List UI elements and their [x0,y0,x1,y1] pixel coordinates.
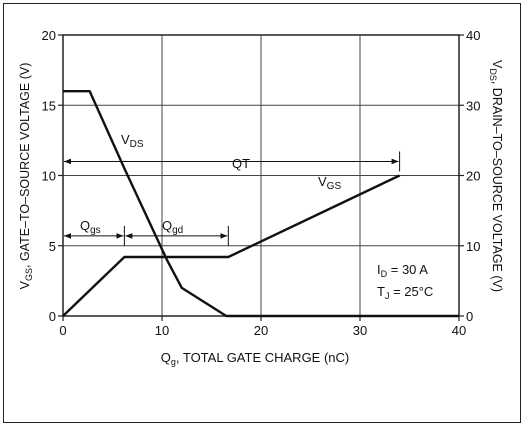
y-left-tick-label: 10 [42,169,56,184]
qgs-label: Qgs [80,218,101,236]
y-right-tick-label: 40 [466,28,480,43]
y-left-tick-label: 5 [49,239,56,254]
y-left-tick-label: 0 [49,309,56,324]
y-left-tick-label: 15 [42,98,56,113]
y-right-tick-label: 0 [466,309,473,324]
qgd-label: Qgd [162,218,183,236]
x-tick-label: 0 [59,323,66,338]
x-axis-label: Qg, TOTAL GATE CHARGE (nC) [161,350,350,367]
x-tick-label: 10 [155,323,169,338]
y-right-axis-label: VDS, DRAIN–TO–SOURCE VOLTAGE (V) [488,60,504,292]
x-tick-label: 30 [353,323,367,338]
vgs-series-label: VGS [318,174,341,192]
tj-condition-label: TJ = 25°C [377,284,433,301]
qt-label: QT [232,156,250,171]
y-left-axis-label: VGS, GATE–TO–SOURCE VOLTAGE (V) [18,63,34,290]
vgs-series-line [62,174,401,317]
vds-series-line [63,89,459,318]
y-left-tick-label: 20 [42,28,56,43]
x-tick-label: 40 [452,323,466,338]
chart-frame [3,3,521,423]
id-condition-label: ID = 30 A [377,262,428,279]
series [62,89,459,318]
y-right-tick-label: 30 [466,98,480,113]
y-right-tick-label: 10 [466,239,480,254]
annotations [64,151,401,246]
y-right-tick-label: 20 [466,169,480,184]
x-tick-label: 20 [254,323,268,338]
vds-series-label: VDS [121,132,144,150]
